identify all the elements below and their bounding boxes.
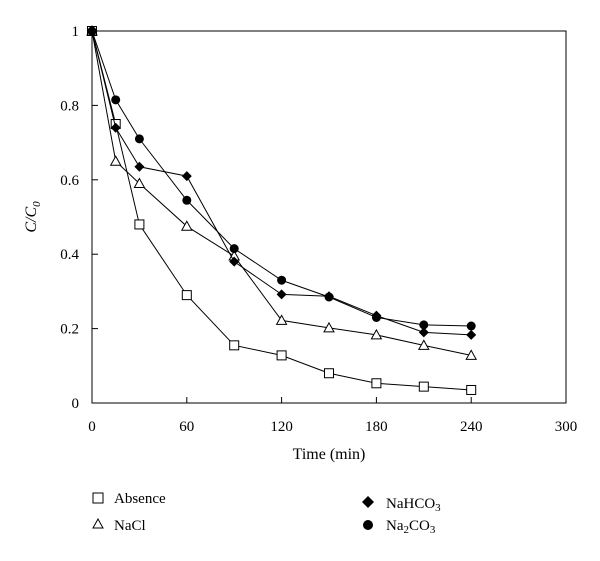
legend-label-na2co3: Na2CO3 — [386, 518, 436, 536]
data-point-nacl — [465, 349, 478, 360]
y-tick-label: 0.4 — [60, 247, 79, 263]
data-point-na2co3 — [277, 275, 287, 285]
data-point-na2co3 — [111, 95, 121, 105]
legend-label-nahco3-main: NaHCO — [386, 496, 435, 512]
data-point-absence — [229, 340, 240, 351]
series-na2co3 — [87, 26, 476, 331]
data-point-nahco3 — [466, 329, 477, 340]
legend-marker-na2co3 — [363, 520, 373, 530]
data-point-nahco3 — [418, 327, 429, 338]
series-nacl — [86, 24, 478, 360]
y-tick-label: 0.6 — [60, 173, 79, 189]
legend-label-na2co3-main: Na — [386, 518, 404, 534]
series-line-absence — [91, 30, 472, 391]
data-point-nacl — [323, 321, 335, 333]
series-nahco3 — [87, 26, 477, 340]
data-point-na2co3 — [87, 26, 97, 36]
data-point-absence — [276, 350, 287, 361]
y-axis-title-main: C/C — [23, 207, 40, 233]
legend-label-na2co3-sub2: 3 — [430, 524, 436, 536]
legend-item-nacl: NaCl — [92, 517, 146, 534]
series-line-nacl — [91, 30, 472, 356]
data-point-nacl — [275, 314, 288, 325]
data-point-nacl — [133, 177, 146, 189]
axis-ticks: 0 60 120 180 240 300 0 0.2 0.4 0.6 0.8 1 — [60, 24, 577, 435]
y-tick-label: 0.8 — [60, 98, 79, 114]
x-axis-title: Time (min) — [293, 446, 366, 463]
legend-marker-nacl — [92, 517, 104, 529]
y-tick-label: 1 — [72, 24, 80, 40]
y-tick-label: 0.2 — [60, 322, 79, 338]
x-tick-label: 240 — [460, 419, 483, 435]
legend-label-nacl: NaCl — [114, 518, 146, 534]
data-point-nacl — [109, 155, 122, 166]
series-absence — [87, 26, 477, 395]
x-tick-label: 0 — [88, 419, 96, 435]
x-tick-label: 300 — [555, 419, 578, 435]
data-point-na2co3 — [134, 134, 144, 144]
legend-item-na2co3: Na2CO3 — [363, 518, 436, 536]
data-point-na2co3 — [229, 244, 239, 254]
data-point-na2co3 — [182, 195, 192, 205]
data-point-absence — [371, 378, 382, 389]
data-point-nahco3 — [134, 161, 145, 172]
data-point-absence — [418, 381, 429, 392]
x-tick-label: 180 — [365, 419, 388, 435]
legend-label-absence: Absence — [114, 491, 166, 507]
legend-marker-nahco3 — [362, 496, 374, 508]
series-line-nahco3 — [91, 30, 472, 336]
data-point-nahco3 — [276, 289, 287, 300]
legend-label-na2co3-sub: 2 — [404, 524, 410, 536]
legend-item-absence: Absence — [92, 491, 166, 507]
data-point-nahco3 — [229, 256, 240, 267]
y-tick-label: 0 — [72, 396, 80, 412]
data-point-na2co3 — [324, 292, 334, 302]
plot-frame — [91, 30, 567, 404]
data-point-nacl — [417, 339, 430, 350]
y-axis-title: C/C0 — [23, 201, 43, 233]
data-point-nacl — [180, 220, 193, 231]
data-point-absence — [466, 384, 477, 395]
data-point-nacl — [370, 328, 383, 340]
series-line-na2co3 — [91, 30, 472, 327]
x-tick-label: 120 — [270, 419, 293, 435]
data-point-na2co3 — [371, 312, 381, 322]
x-tick-label: 60 — [179, 419, 194, 435]
y-axis-title-sub: 0 — [31, 201, 43, 207]
legend-label-nahco3-sub: 3 — [435, 502, 441, 514]
data-point-nahco3 — [110, 122, 121, 133]
legend: Absence NaCl NaHCO3 Na2CO3 — [92, 491, 441, 536]
legend-item-nahco3: NaHCO3 — [362, 496, 441, 514]
legend-label-nahco3: NaHCO3 — [386, 496, 441, 514]
data-point-na2co3 — [419, 320, 429, 330]
legend-marker-absence — [92, 492, 104, 504]
data-point-nahco3 — [181, 171, 192, 182]
series-layer — [86, 24, 478, 395]
data-point-absence — [324, 368, 334, 379]
data-point-absence — [134, 219, 145, 230]
data-point-na2co3 — [466, 321, 476, 331]
data-point-absence — [181, 290, 192, 301]
legend-label-na2co3-tail: CO — [409, 518, 430, 534]
